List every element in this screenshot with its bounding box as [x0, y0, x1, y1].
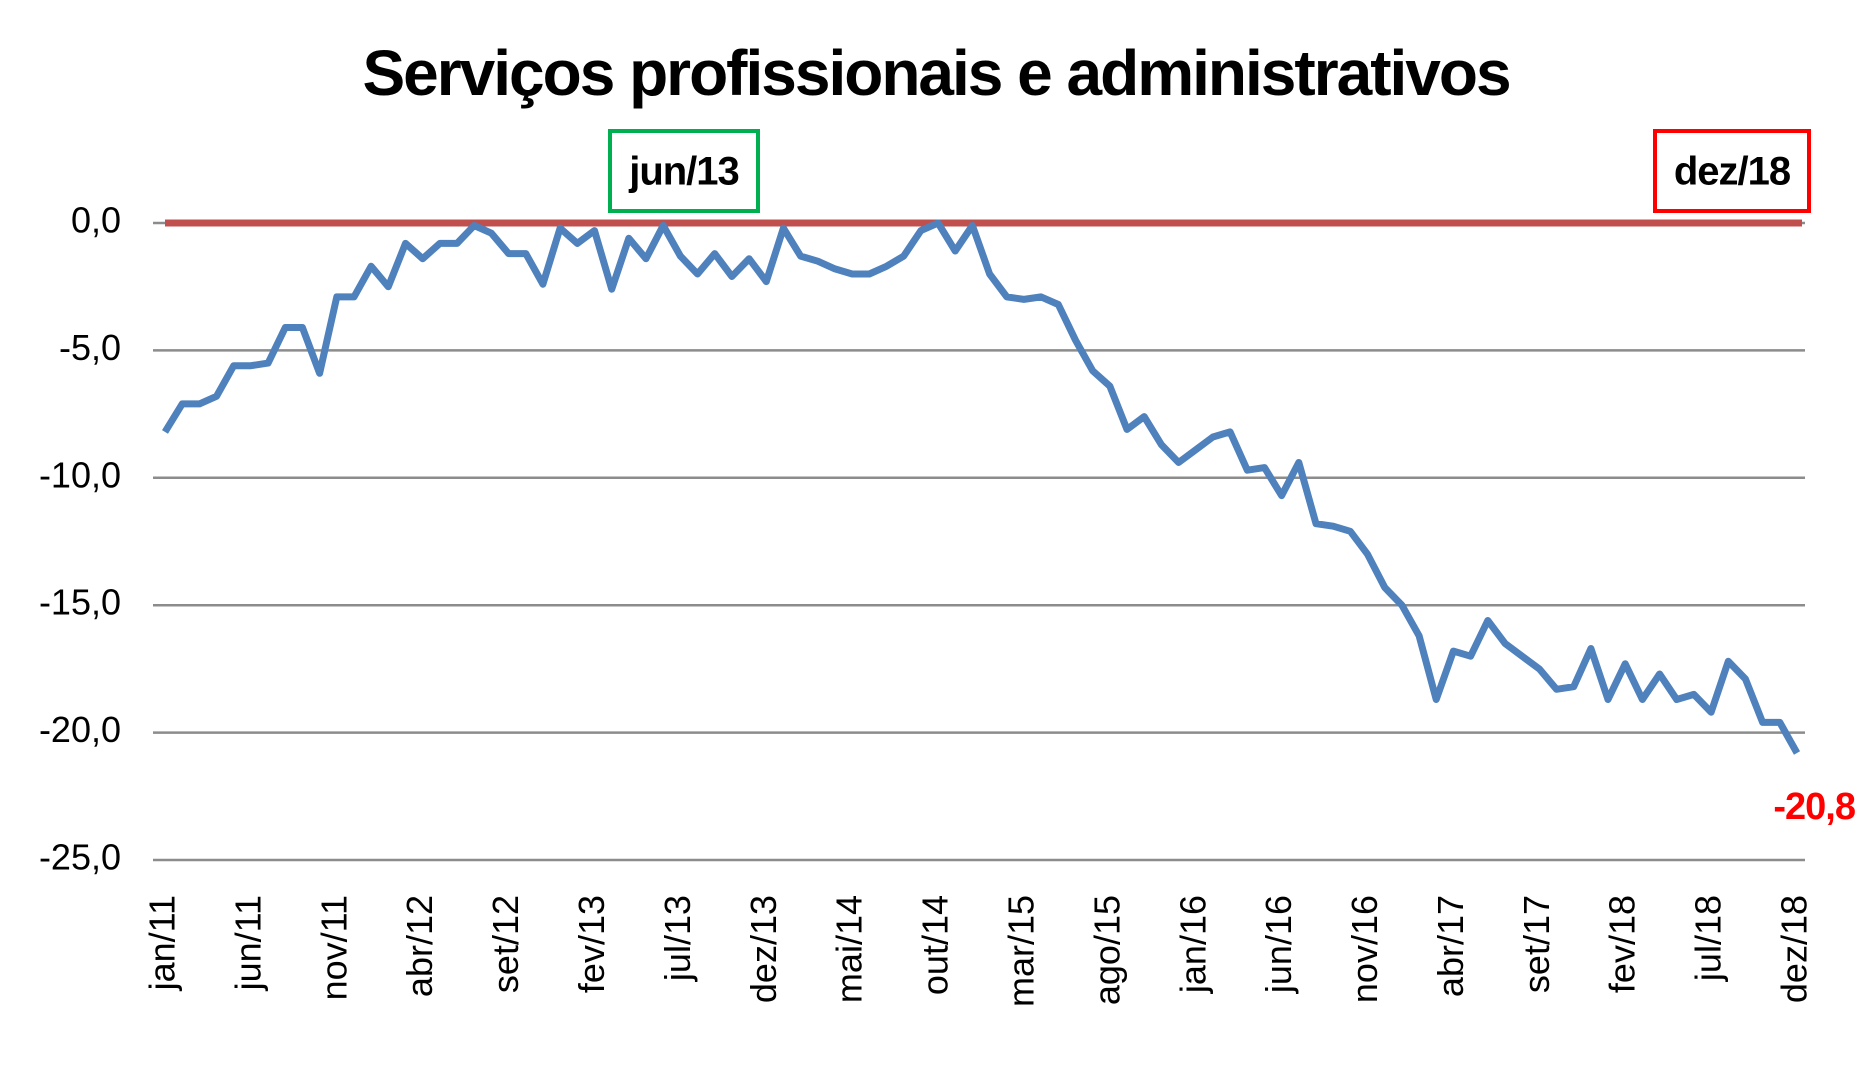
x-tick-label: set/17 [1516, 895, 1557, 993]
x-tick-label: jan/16 [1172, 895, 1213, 994]
chart-title: Serviços profissionais e administrativos [362, 37, 1509, 109]
x-tick-label: mar/15 [1000, 895, 1041, 1007]
x-tick-label: abr/12 [399, 895, 440, 997]
x-tick-label: dez/13 [743, 895, 784, 1003]
highlight-label: dez/18 [1674, 150, 1791, 194]
x-tick-label: ago/15 [1086, 895, 1127, 1005]
highlight-box [608, 129, 760, 213]
y-tick-label: -25,0 [39, 837, 121, 878]
x-tick-label: fev/13 [571, 895, 612, 993]
x-tick-label: fev/18 [1602, 895, 1643, 993]
x-tick-label: mai/14 [829, 895, 870, 1003]
data-line [162, 219, 1801, 755]
value-label: -20,8 [1773, 786, 1855, 828]
highlight-label: jun/13 [628, 150, 739, 194]
x-tick-label: jan/11 [142, 895, 183, 991]
x-tick-label: nov/16 [1344, 895, 1385, 1003]
x-tick-label: out/14 [915, 895, 956, 995]
y-tick-label: -10,0 [39, 454, 121, 495]
x-tick-label: jul/18 [1688, 895, 1729, 982]
x-tick-label: jun/16 [1258, 895, 1299, 994]
y-tick-label: -5,0 [59, 327, 121, 368]
x-tick-label: dez/18 [1774, 895, 1815, 1003]
x-tick-label: nov/11 [313, 895, 354, 1000]
x-tick-label: jun/11 [227, 895, 268, 991]
y-tick-label: -15,0 [39, 582, 121, 623]
y-tick-label: -20,0 [39, 709, 121, 750]
x-tick-label: set/12 [485, 895, 526, 993]
y-tick-label: 0,0 [71, 200, 121, 241]
x-tick-label: abr/17 [1430, 895, 1471, 997]
highlight-box [1653, 129, 1811, 213]
x-tick-label: jul/13 [657, 895, 698, 982]
